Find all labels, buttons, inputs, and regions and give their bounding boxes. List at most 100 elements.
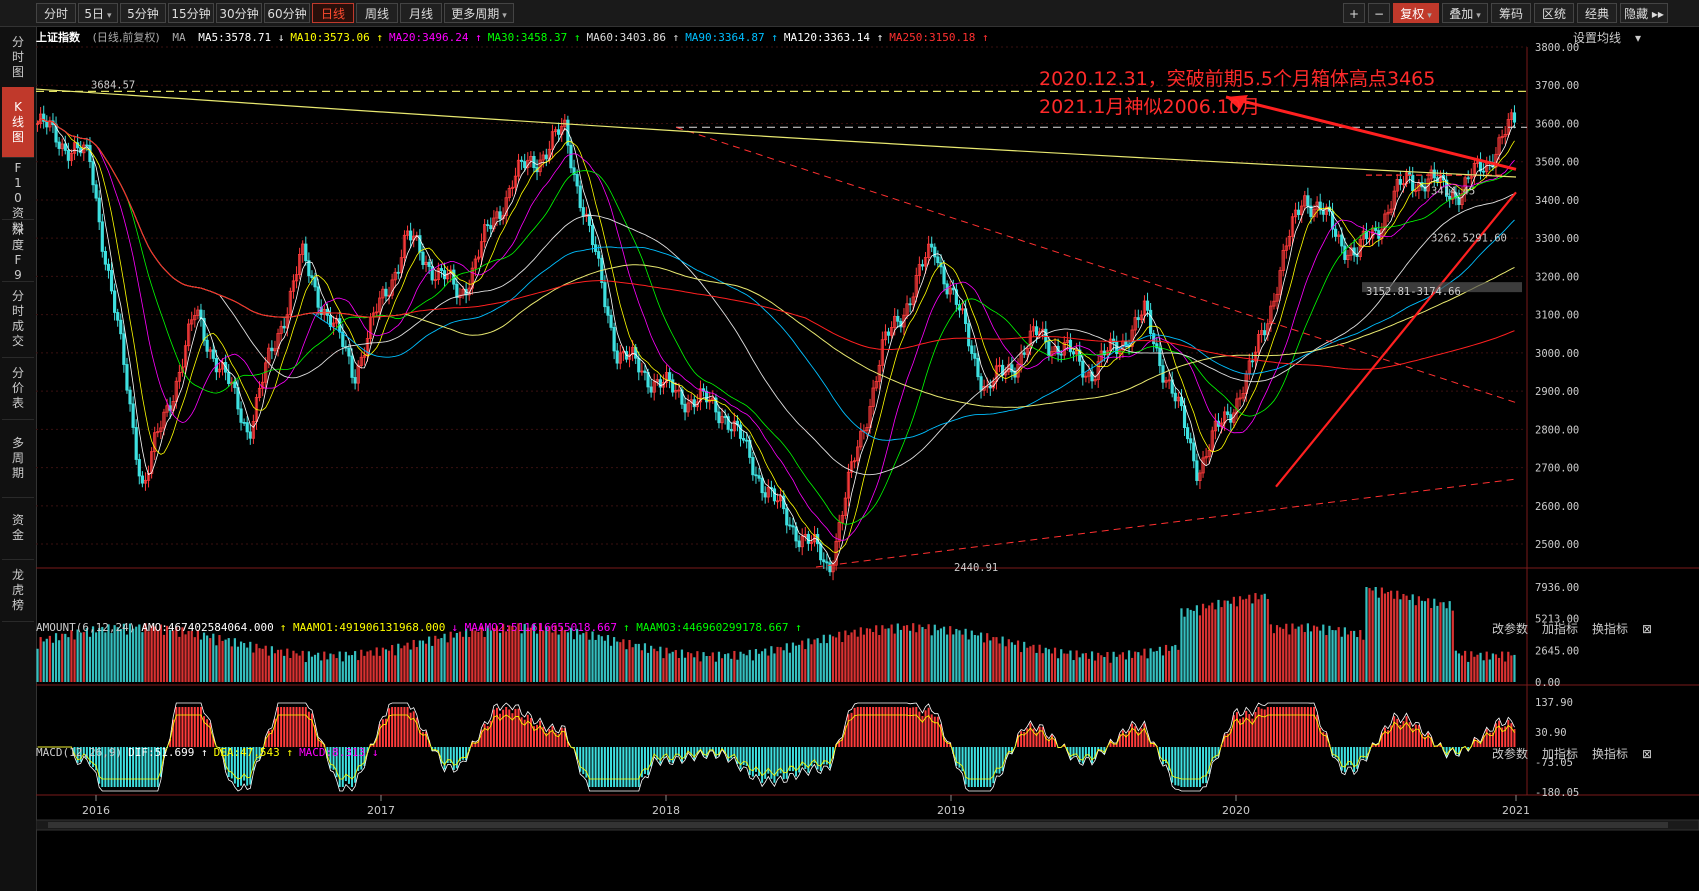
sidebar-tab-4[interactable]: 分时成交 <box>2 281 34 358</box>
price-tick: 3700.00 <box>1535 80 1579 92</box>
candle-body <box>1096 361 1100 380</box>
ma-settings[interactable]: 设置均线 ▾ <box>1573 29 1655 46</box>
sidebar-tab-7[interactable]: 资金 <box>2 497 34 560</box>
candle-body <box>550 131 555 150</box>
sidebar-tab-8[interactable]: 龙虎榜 <box>2 559 34 622</box>
volume-bar <box>696 651 699 682</box>
sidebar-tab-1[interactable]: K线图 <box>2 87 34 158</box>
period-button-2[interactable]: 5分钟 <box>120 3 166 23</box>
candle-body <box>751 457 755 476</box>
ma-item-7: MA250:3150.18 ↑ <box>889 31 989 44</box>
volume-bar <box>1411 594 1414 682</box>
ma-settings-label[interactable]: 设置均线 <box>1573 31 1622 45</box>
volume-bar <box>1494 654 1498 682</box>
volume_panel-tool-2[interactable]: 换指标 <box>1592 622 1629 636</box>
volume-bar <box>1118 654 1121 682</box>
candle-body <box>658 379 662 388</box>
volume-bar <box>502 623 505 682</box>
candle-body <box>1176 396 1180 402</box>
volume-bar <box>465 628 468 682</box>
volume-bar <box>662 658 665 682</box>
sidebar-tab-2[interactable]: F10资料 <box>2 157 34 235</box>
volume-bar <box>1371 590 1374 682</box>
candle-body <box>1022 352 1026 355</box>
price-tick: 3100.00 <box>1535 310 1579 322</box>
volume-bar <box>1448 601 1451 682</box>
candle-body <box>853 460 857 463</box>
volume-bar <box>384 649 388 682</box>
kline-chart[interactable]: 3800.00 3700.00 3600.00 3500.00 3400.00 3300.… <box>36 27 1699 891</box>
candle-body <box>1034 326 1039 336</box>
volume_panel-tool-0[interactable]: 改参数 <box>1492 622 1529 636</box>
tool-button-5[interactable]: 区统 <box>1534 3 1574 23</box>
sidebar-tab-5[interactable]: 分价表 <box>2 357 34 420</box>
volume-bar <box>320 660 323 682</box>
volume-bar <box>872 632 875 682</box>
tool-button-2[interactable]: 复权 <box>1393 3 1439 23</box>
period-button-5[interactable]: 60分钟 <box>264 3 310 23</box>
candle-body <box>581 207 585 217</box>
volume-bar <box>1427 598 1430 682</box>
volume-bar <box>381 647 384 682</box>
sidebar-tab-0[interactable]: 分时图 <box>2 27 34 88</box>
period-button-6[interactable]: 日线 <box>312 3 354 23</box>
close-icon[interactable]: ⊠ <box>1642 747 1653 761</box>
period-button-7[interactable]: 周线 <box>356 3 398 23</box>
ma-item-0: MA5:3578.71 ↓ <box>198 31 285 44</box>
candle-body <box>143 479 148 484</box>
volume-bar <box>1164 644 1168 682</box>
volume-bar <box>48 635 51 682</box>
volume-bar <box>295 653 298 682</box>
volume-bar <box>116 627 119 682</box>
volume-tick: 0.00 <box>1535 677 1560 689</box>
period-button-3[interactable]: 15分钟 <box>168 3 214 23</box>
volume-bar <box>1457 653 1461 682</box>
candle-body <box>1423 186 1427 192</box>
volume-bar <box>1322 624 1325 682</box>
volume_panel-tool-1[interactable]: 加指标 <box>1542 622 1579 636</box>
candle-body <box>1173 392 1177 402</box>
tool-button-4[interactable]: 筹码 <box>1491 3 1531 23</box>
macd_panel-tool-2[interactable]: 换指标 <box>1592 747 1629 761</box>
candle-body <box>362 355 366 358</box>
volume-bar <box>1127 650 1131 682</box>
chart-area[interactable]: 3800.00 3700.00 3600.00 3500.00 3400.00 3300.… <box>36 27 1699 891</box>
macd_panel-tool-0[interactable]: 改参数 <box>1492 747 1529 761</box>
period-button-9[interactable]: 更多周期 <box>444 3 514 23</box>
period-button-4[interactable]: 30分钟 <box>216 3 262 23</box>
ma-item-3: MA30:3458.37 ↑ <box>487 31 581 44</box>
sidebar-tab-6[interactable]: 多周期 <box>2 419 34 498</box>
tool-button-7[interactable]: 隐藏 ▸▸ <box>1620 3 1668 23</box>
volume-bar <box>804 649 807 682</box>
candle-body <box>156 431 160 434</box>
close-icon[interactable]: ⊠ <box>1642 622 1653 636</box>
candle-body <box>239 408 243 423</box>
period-button-8[interactable]: 月线 <box>400 3 442 23</box>
candle-body <box>1460 193 1464 205</box>
candle-body <box>1059 353 1063 356</box>
volume-bar <box>489 630 492 682</box>
period-button-1[interactable]: 5日 <box>78 3 118 23</box>
candle-body <box>1087 371 1091 377</box>
candle-body <box>1090 371 1094 382</box>
tool-button-1[interactable]: − <box>1368 3 1390 23</box>
macd_panel-tool-1[interactable]: 加指标 <box>1542 747 1579 761</box>
scrollbar-thumb[interactable] <box>48 822 1668 828</box>
volume-bar <box>1115 656 1118 682</box>
volume-tick: 7936.00 <box>1535 582 1579 594</box>
volume-bar <box>1047 649 1050 682</box>
tool-button-0[interactable]: + <box>1343 3 1365 23</box>
period-button-0[interactable]: 分时 <box>36 3 76 23</box>
tool-button-6[interactable]: 经典 <box>1577 3 1617 23</box>
macd-item-2: DEA:47.543 ↑ <box>213 746 294 759</box>
tool-button-3[interactable]: 叠加 <box>1442 3 1488 23</box>
volume-bar <box>1260 594 1263 682</box>
macd-tools: 改参数 加指标 换指标 ⊠ <box>1492 745 1666 762</box>
price-tick: 2600.00 <box>1535 501 1579 513</box>
sidebar-tab-3[interactable]: 深度F9 <box>2 219 34 282</box>
candle-body <box>1448 195 1452 200</box>
candle-body <box>930 243 934 248</box>
volume-bar <box>616 641 619 682</box>
volume-bar <box>202 632 206 682</box>
volume-bar <box>1029 646 1032 682</box>
